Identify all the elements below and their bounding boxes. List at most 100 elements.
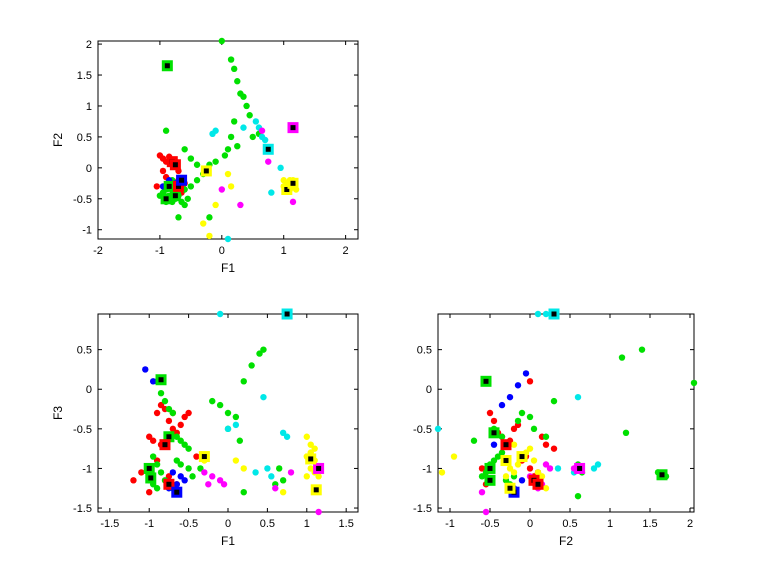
data-point [181,441,188,448]
data-point [470,437,478,444]
data-point [232,421,240,429]
centroid-marker-core [284,187,290,192]
data-point [227,56,235,63]
data-point [212,201,219,209]
y-tick-label: -1 [82,225,92,237]
x-axis-label: F1 [221,261,235,275]
chart-panel-3: -1 -0.5 0 0.5 1 1.5 2 -1.5 -1 -0.5 0 0.5 F2 [413,308,698,548]
data-point [234,142,241,150]
data-point [224,425,232,433]
data-point [177,421,184,429]
x-axis-label: F2 [559,534,573,548]
data-point [450,453,458,460]
data-point [230,65,238,73]
data-point [157,401,165,409]
data-point [177,461,184,468]
y-tick-label: -0.5 [73,194,92,206]
centroid-marker-core [316,465,322,471]
data-point [240,93,247,100]
data-point [173,457,180,464]
data-point [498,449,506,456]
data-point [193,177,201,184]
x-tick-label: -2 [93,245,103,257]
data-point [218,37,226,45]
data-point [165,405,173,413]
y-tick-label: -1.5 [73,503,92,515]
y-tick-label: 0 [86,163,92,175]
x-tick-label: 0 [225,518,231,530]
data-point [546,465,554,472]
y-tick-label: -1 [82,463,92,475]
x-tick-label: -1 [445,518,455,530]
data-point [205,481,212,488]
data-point [311,445,318,452]
centroid-marker-core [503,458,509,464]
x-tick-label: 1 [304,518,310,530]
data-point [212,158,219,165]
data-point [434,425,442,433]
data-point [153,183,161,190]
data-point [153,485,161,492]
data-point [256,350,263,357]
y-tick-label: 2 [86,39,92,51]
data-point [478,465,486,472]
data-point [530,457,538,464]
centroid-marker-core [166,183,172,189]
data-point [510,425,518,433]
data-point [149,453,157,460]
data-point [240,489,247,496]
data-point [260,346,267,353]
data-point [224,170,232,178]
data-point [206,214,213,221]
y-tick-label: -1 [422,463,432,475]
data-point [514,382,522,389]
data-point [227,183,235,190]
x-tick-label: -1 [144,518,154,530]
data-point [522,370,530,377]
data-point [181,201,188,209]
x-tick-label: 1 [281,245,287,257]
data-point [514,417,522,425]
data-point [193,161,201,168]
data-point [224,409,232,417]
centroid-marker-core [290,125,296,131]
data-point [187,183,195,190]
centroid-marker-core [487,465,493,471]
centroid-marker-core [175,183,181,189]
centroid-marker-core [172,162,178,168]
centroid-marker-core [308,456,314,462]
x-tick-label: -1 [155,245,165,257]
centroid-marker-core [313,487,319,493]
data-point [149,437,157,444]
centroid-marker-core [162,442,168,448]
data-point [248,362,255,369]
data-point [264,465,271,472]
data-point [276,465,283,472]
data-point [478,489,486,496]
y-tick-label: 0.5 [77,132,92,144]
data-point [261,136,269,144]
data-point [542,441,550,448]
data-point [502,473,510,480]
data-point [232,413,240,421]
data-point [224,235,232,243]
data-point [209,397,216,405]
centroid-marker-core [551,311,557,317]
data-point [173,433,180,440]
data-point [236,437,244,444]
data-point [181,413,188,421]
data-point [142,366,149,373]
data-point [162,127,170,134]
data-point [268,473,275,480]
data-point [185,409,192,417]
data-point [550,445,558,452]
data-point [181,146,188,153]
data-point [279,429,287,436]
data-point [185,465,192,472]
centroid-marker-core [146,465,152,471]
data-point [169,425,177,433]
plot-area [437,313,695,513]
data-point [490,417,498,425]
data-point [279,477,287,484]
